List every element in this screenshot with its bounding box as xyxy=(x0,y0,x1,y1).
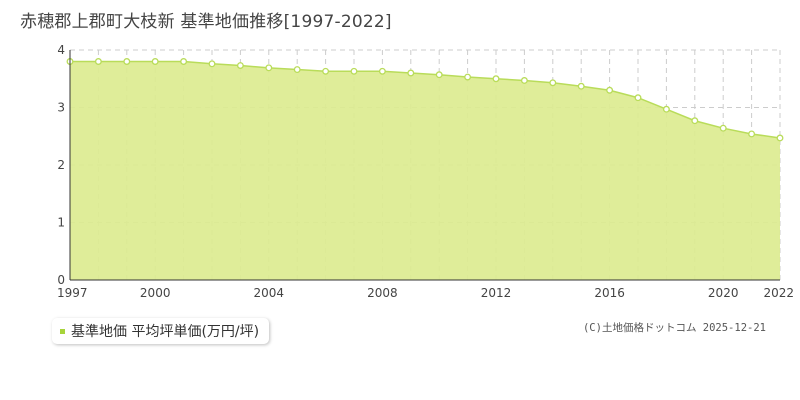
chart-title: 赤穂郡上郡町大枝新 基準地価推移[1997-2022] xyxy=(20,12,392,32)
data-point xyxy=(577,82,585,90)
data-point xyxy=(407,69,415,77)
x-tick-label: 2008 xyxy=(367,286,398,300)
y-tick-label: 2 xyxy=(57,158,65,172)
area-fill xyxy=(70,61,780,280)
data-point xyxy=(691,117,699,125)
data-point xyxy=(378,67,386,75)
data-point xyxy=(662,105,670,113)
x-tick-label: 1997 xyxy=(57,286,88,300)
series-line xyxy=(70,60,781,139)
data-points xyxy=(66,58,784,142)
data-point xyxy=(350,67,358,75)
legend-swatch xyxy=(60,328,65,334)
data-point xyxy=(180,58,188,65)
data-point xyxy=(549,79,557,87)
legend-label: 基準地価 平均坪単価(万円/坪) xyxy=(71,324,260,340)
data-point xyxy=(94,58,102,65)
data-point xyxy=(492,75,500,83)
series-area xyxy=(70,60,781,280)
data-point xyxy=(520,77,528,84)
x-tick-label: 2004 xyxy=(254,286,285,300)
y-tick-label: 1 xyxy=(57,216,65,230)
x-tick-label: 2016 xyxy=(594,286,625,300)
data-point xyxy=(606,86,614,94)
data-point xyxy=(776,134,784,142)
data-point xyxy=(464,73,472,81)
copyright-credit: (C)土地価格ドットコム 2025-12-21 xyxy=(582,322,766,334)
x-tick-label: 2012 xyxy=(481,286,512,300)
data-point xyxy=(634,94,642,102)
axes xyxy=(69,50,780,281)
data-point xyxy=(293,66,301,73)
data-point xyxy=(123,58,131,65)
data-point xyxy=(151,58,159,65)
data-point xyxy=(719,124,727,132)
data-point xyxy=(435,71,443,79)
data-point xyxy=(208,60,216,68)
legend: 基準地価 平均坪単価(万円/坪) xyxy=(52,318,270,344)
data-point xyxy=(322,67,330,75)
tick-labels: 0 1 2 3 4 1997 2000 2004 2008 2012 2016 2020 2022 xyxy=(57,43,794,300)
data-point xyxy=(236,62,244,69)
y-tick-label: 0 xyxy=(57,273,65,287)
x-tick-label: 2000 xyxy=(140,286,171,300)
y-tick-label: 4 xyxy=(57,43,65,57)
data-point xyxy=(265,64,273,72)
data-point xyxy=(748,130,756,138)
x-tick-label: 2020 xyxy=(708,286,739,300)
x-tick-label: 2022 xyxy=(763,286,794,300)
y-tick-label: 3 xyxy=(57,101,65,115)
